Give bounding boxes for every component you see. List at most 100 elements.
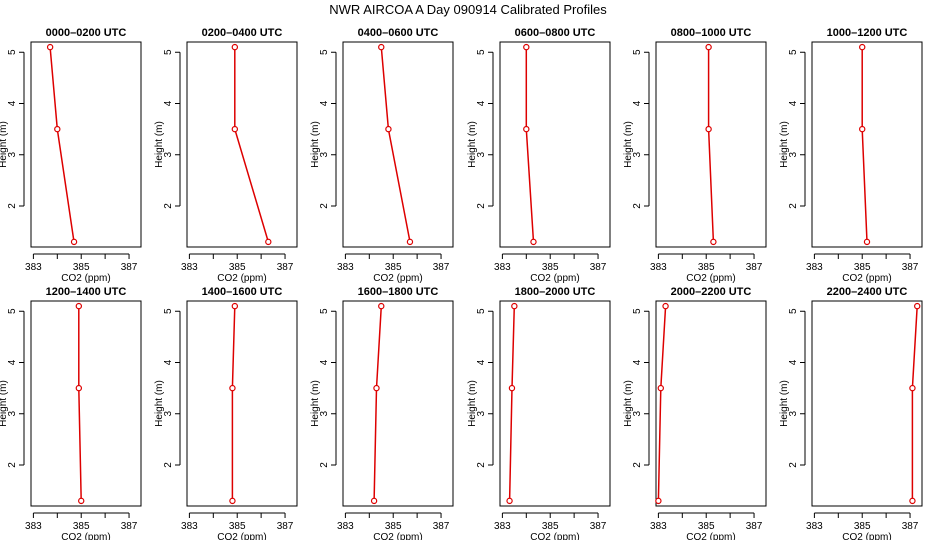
panel-title: 0000–0200 UTC [46,27,127,39]
x-tick-label: 383 [25,521,42,532]
x-tick-label: 383 [337,262,354,273]
y-tick-label: 2 [476,203,487,209]
data-point [508,384,516,392]
y-axis: 2 3 4 5 Height (m) [467,49,494,209]
x-tick-label: 385 [542,521,559,532]
x-tick-label: 385 [385,262,402,273]
x-tick-label: 385 [698,262,715,273]
y-tick-label: 5 [476,308,487,314]
y-tick-label: 5 [319,308,330,314]
y-tick-label: 2 [163,462,174,468]
y-tick-label: 2 [163,203,174,209]
data-point [863,238,871,246]
y-tick-label: 3 [319,411,330,417]
panel: 1800–2000 UTC 383 385 387 CO2 (ppm) 2 3 4 5 Heigh… [467,286,611,540]
data-point [231,43,239,51]
panel-title: 0600–0800 UTC [515,27,596,39]
data-point [378,43,385,51]
panels-grid: 0000–0200 UTC 383 385 387 CO2 (ppm) 2 3 4 5 Heigh… [0,27,923,540]
profile-line [508,306,516,501]
panel: 2200–2400 UTC 383 385 387 CO2 (ppm) 2 3 4 5 Heigh… [779,286,923,540]
panel: 0400–0600 UTC 383 385 387 CO2 (ppm) 2 3 4 5 Heigh… [310,27,454,284]
data-point [229,384,236,392]
y-tick-label: 3 [7,152,18,158]
x-axis-label: CO2 (ppm) [530,273,579,284]
x-tick-label: 383 [181,262,198,273]
panel-title: 2000–2200 UTC [671,286,752,298]
y-tick-label: 3 [319,152,330,158]
plot-frame [499,300,611,507]
plot-frame [811,300,923,507]
y-axis: 2 3 4 5 Height (m) [467,308,494,468]
plot-frame [499,41,611,248]
panel: 1600–1800 UTC 383 385 387 CO2 (ppm) 2 3 4 5 Heigh… [310,286,454,540]
data-point [78,497,85,505]
plot-frame [30,41,142,248]
y-tick-label: 2 [788,203,799,209]
panel: 0600–0800 UTC 383 385 387 CO2 (ppm) 2 3 4 5 Heigh… [467,27,611,284]
data-point [46,43,54,51]
x-tick-label: 385 [854,521,871,532]
y-axis: 2 3 4 5 Height (m) [623,49,650,209]
x-tick-label: 383 [650,262,667,273]
data-point [370,497,378,505]
data-point [705,43,712,51]
x-axis-label: CO2 (ppm) [217,532,266,540]
panel-title: 0400–0600 UTC [358,27,439,39]
profile-line [380,47,411,243]
x-tick-label: 385 [698,521,715,532]
x-axis: 383 385 387 CO2 (ppm) [494,253,607,284]
y-tick-label: 3 [788,152,799,158]
y-axis: 2 3 4 5 Height (m) [623,308,650,468]
x-axis: 383 385 387 CO2 (ppm) [494,512,607,540]
data-point [909,384,916,392]
profile-line [49,47,75,243]
y-tick-label: 3 [7,411,18,417]
y-axis-label: Height (m) [154,380,165,427]
panel-title: 1400–1600 UTC [202,286,283,298]
x-tick-label: 383 [806,521,823,532]
x-axis: 383 385 387 CO2 (ppm) [181,253,294,284]
y-axis: 2 3 4 5 Height (m) [310,308,337,468]
x-tick-label: 387 [902,262,919,273]
y-tick-label: 2 [7,462,18,468]
y-tick-label: 2 [476,462,487,468]
y-tick-label: 2 [788,462,799,468]
y-tick-label: 4 [319,100,330,106]
y-axis-label: Height (m) [0,380,9,427]
x-axis-label: CO2 (ppm) [373,532,422,540]
y-tick-label: 4 [476,359,487,365]
data-point [530,238,537,246]
data-point [859,43,866,51]
y-tick-label: 4 [632,359,643,365]
data-point [75,384,83,392]
data-point [406,238,414,246]
y-axis: 2 3 4 5 Height (m) [779,308,806,468]
x-axis-label: CO2 (ppm) [373,273,422,284]
x-tick-label: 383 [337,521,354,532]
x-tick-label: 387 [902,521,919,532]
x-tick-label: 387 [746,262,763,273]
plot-frame [655,41,767,248]
plot-frame [655,300,767,507]
data-point [231,125,239,133]
y-axis: 2 3 4 5 Height (m) [154,49,181,209]
x-tick-label: 383 [494,262,511,273]
x-tick-label: 385 [542,262,559,273]
x-axis-label: CO2 (ppm) [842,532,891,540]
y-tick-label: 4 [7,100,18,106]
data-point [506,497,513,505]
panel-title: 0200–0400 UTC [202,27,283,39]
profile-line [657,306,667,501]
x-tick-label: 385 [854,262,871,273]
plot-frame [811,41,923,248]
x-tick-label: 385 [73,521,90,532]
y-tick-label: 5 [319,49,330,55]
profile-line [911,306,918,501]
x-tick-label: 385 [229,262,246,273]
data-point [511,302,518,310]
y-axis-label: Height (m) [623,380,634,427]
panel-title: 1800–2000 UTC [515,286,596,298]
panel-title: 1200–1400 UTC [46,286,127,298]
